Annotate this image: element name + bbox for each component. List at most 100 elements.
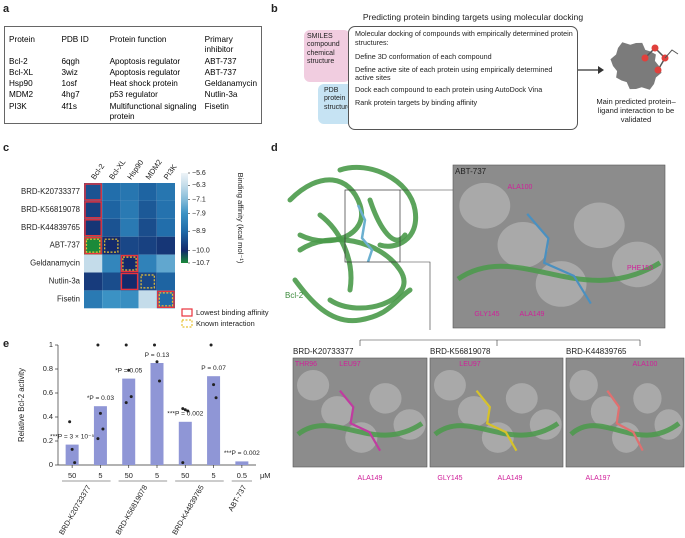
ribbon: [433, 421, 560, 438]
x-tick-label: 5: [98, 471, 102, 480]
panel-label: d: [271, 142, 278, 154]
heatmap-cell: [138, 183, 157, 201]
protein-ribbon: [297, 237, 407, 311]
data-point: [68, 420, 72, 424]
column-label: Bcl-2: [89, 162, 106, 181]
heatmap-cell: [102, 183, 121, 201]
heatmap-cell: [138, 272, 157, 291]
step: Define 3D conformation of each compound: [355, 52, 492, 61]
heatmap-cell: [138, 236, 157, 255]
protein-ribbon: [287, 177, 365, 244]
p-value-annotation: ***P = 3 × 10⁻⁵: [50, 433, 94, 440]
colorbar-tick-label: −7.9: [192, 210, 206, 217]
table-cell: Bcl-XL: [9, 67, 34, 77]
table-cell: Heat shock protein: [109, 79, 178, 88]
protein-ribbon: [292, 277, 413, 324]
p-value-annotation: ***P = 0.002: [167, 411, 203, 418]
data-point: [183, 408, 187, 412]
data-point: [153, 343, 156, 347]
lowest-highlight: [84, 236, 102, 255]
residue-label: ALA100: [508, 184, 533, 191]
heatmap-cell: [138, 290, 157, 309]
table-cell: Apoptosis regulator: [109, 67, 181, 77]
surface-highlight: [459, 182, 511, 229]
colorbar-tick-label: −8.9: [192, 228, 206, 235]
heatmap-cell: [120, 183, 139, 201]
residue-label: ALA149: [358, 475, 383, 482]
bar: [235, 461, 249, 465]
ribbon: [569, 421, 681, 438]
row-label: Geldanamycin: [30, 259, 80, 268]
table-cell: ABT-737: [204, 67, 237, 77]
table-cell: PI3K: [9, 101, 27, 111]
residue-label: PHE153: [627, 265, 653, 272]
x-tick-label: 0.5: [237, 471, 247, 480]
panel-label: b: [271, 3, 278, 15]
heatmap-cell: [84, 254, 103, 273]
column-label: Bcl-XL: [107, 158, 127, 181]
row-label: Nutlin-3a: [49, 277, 81, 286]
data-point: [96, 343, 100, 347]
heatmap-cell: [102, 218, 121, 237]
column-label: PI3K: [162, 163, 179, 182]
heatmap-cell: [84, 236, 103, 255]
heatmap-cell: [102, 254, 121, 273]
x-unit: μM: [260, 471, 270, 480]
heatmap-cell: [156, 183, 175, 201]
table-cell: Protein: [9, 35, 35, 44]
colorbar-tick-label: −7.1: [192, 196, 206, 203]
heatmap-cell: [102, 236, 121, 255]
table-row: MDM2 4hg7 p53 regulator Nutlin-3a: [5, 90, 262, 101]
surface-highlight: [297, 369, 330, 401]
group-label: BRD-K56819078: [114, 483, 150, 536]
table-cell: 1osf: [61, 79, 77, 88]
p-value-annotation: *P = 0.03: [87, 395, 115, 402]
ligand-stick: [339, 390, 382, 452]
table-cell: MDM2: [9, 90, 34, 100]
row-label: ABT-737: [50, 241, 80, 250]
table-cell: Fisetin: [204, 101, 229, 111]
row-label: BRD-K44839765: [21, 223, 81, 232]
residue-label: LEU97: [459, 361, 481, 368]
ribbon: [296, 421, 424, 438]
colorbar-tick-label: −5.6: [192, 170, 206, 177]
known-highlight: [140, 274, 155, 289]
heatmap-cell: [156, 272, 175, 291]
zoom-connector: [400, 261, 431, 330]
lowest-highlight: [84, 201, 102, 219]
heatmap-cell: [84, 290, 103, 309]
surface-highlight: [497, 222, 549, 268]
structure-title: BRD-K56819078: [430, 347, 491, 356]
colorbar-tick-label: −6.3: [192, 182, 206, 189]
y-tick-label: 1: [49, 340, 53, 349]
group-label: BRD-K20733377: [57, 483, 93, 536]
ribbon: [456, 260, 662, 283]
table-cell: Bcl-2: [9, 56, 28, 66]
surface-highlight: [321, 396, 354, 427]
heatmap-cell: [84, 272, 103, 291]
output-text: Main predicted protein–ligand interactio…: [596, 97, 676, 125]
structure-title: ABT-737: [455, 167, 487, 176]
data-point: [73, 461, 77, 465]
protein-ribbon: [337, 164, 419, 249]
steps-box: [348, 26, 578, 130]
legend-swatch: [181, 319, 193, 328]
ligand-atom: [654, 66, 662, 74]
data-point: [214, 396, 218, 400]
data-point: [212, 383, 216, 387]
row-label: BRD-K20733377: [21, 187, 80, 196]
heatmap-cell: [102, 200, 121, 219]
residue-label: GLY145: [474, 311, 499, 318]
table-row: Bcl-2 6qgh Apoptosis regulator ABT-737: [5, 56, 262, 67]
data-point: [70, 447, 74, 451]
step: Rank protein targets by binding affinity: [355, 97, 478, 107]
table-cell: 4f1s: [61, 101, 77, 111]
protein-ribbon: [367, 197, 408, 243]
panel-label: a: [3, 3, 10, 15]
residue-label: ALA100: [633, 361, 658, 368]
p-value-annotation: P = 0.13: [145, 352, 170, 359]
heatmap-cell: [156, 254, 175, 273]
ligand-stick: [356, 204, 374, 263]
table-cell: 3wiz: [61, 67, 78, 77]
